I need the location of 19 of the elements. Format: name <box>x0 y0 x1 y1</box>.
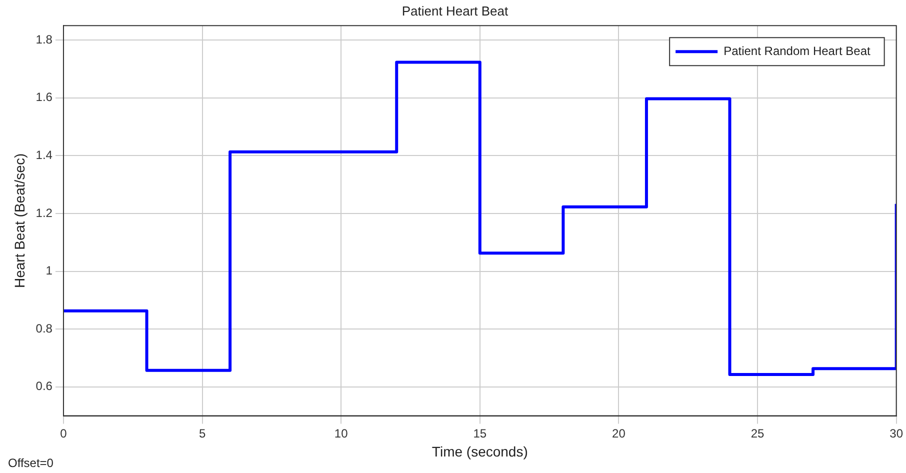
y-axis-title: Heart Beat (Beat/sec) <box>11 153 28 288</box>
x-tick-label: 5 <box>198 426 206 440</box>
y-tick-label: 1.2 <box>36 206 53 220</box>
chart-title: Patient Heart Beat <box>402 3 508 18</box>
y-tick-label: 0.8 <box>36 321 53 336</box>
y-tick-label: 0.6 <box>36 379 53 394</box>
y-tick-label: 1.8 <box>36 32 53 46</box>
y-tick-label: 1 <box>46 264 53 278</box>
legend-label: Patient Random Heart Beat <box>724 44 871 58</box>
x-axis-title: Time (seconds) <box>432 443 528 460</box>
x-tick-label: 25 <box>750 426 765 440</box>
x-tick-label: 20 <box>612 426 626 440</box>
x-tick-label: 0 <box>60 426 68 440</box>
x-tick-label: 30 <box>890 426 904 440</box>
x-tick-label: 10 <box>334 426 348 440</box>
x-tick-label: 15 <box>473 426 487 440</box>
text: Offset=0 <box>8 456 54 470</box>
y-tick-label: 1.6 <box>36 90 53 104</box>
y-tick-label: 1.4 <box>36 148 53 162</box>
